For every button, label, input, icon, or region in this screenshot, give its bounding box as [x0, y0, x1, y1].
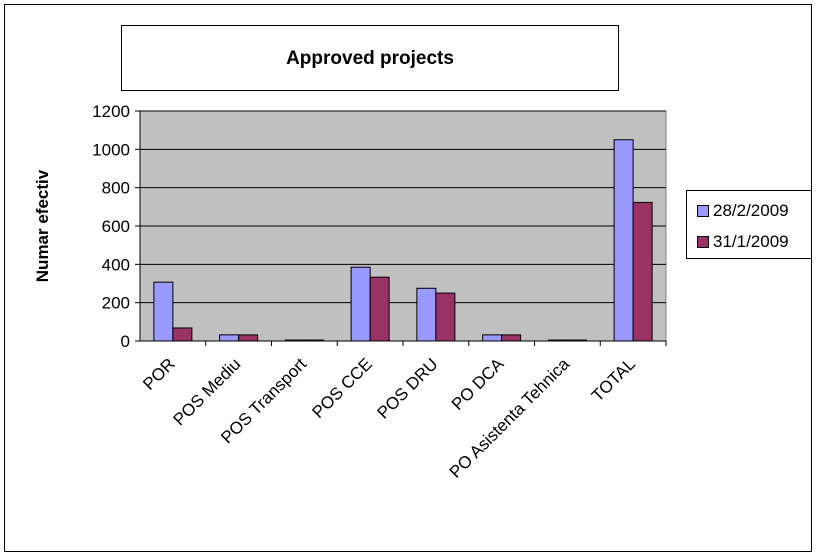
y-tick-label: 400 [102, 255, 130, 274]
bar-series-2 [303, 339, 324, 342]
x-tick-label: POS CCE [308, 354, 376, 422]
bar-series-2 [435, 292, 456, 342]
x-tick-label: PO DCA [448, 354, 508, 414]
chart-title: Approved projects [286, 48, 454, 69]
y-tick-label: 0 [121, 332, 130, 351]
bar-series-2 [501, 334, 522, 342]
legend-item-series-2: 31/1/2009 [697, 231, 789, 253]
legend-item-series-1: 28/2/2009 [697, 200, 789, 222]
y-axis-label: Numar efectiv [33, 169, 52, 282]
bar-series-1 [284, 339, 305, 342]
bar-series-2 [369, 276, 390, 342]
legend-swatch-series-2 [697, 236, 709, 248]
legend-swatch-series-1 [697, 205, 709, 217]
bar-series-2 [172, 327, 193, 342]
chart-title-box: Approved projects [121, 25, 619, 91]
legend-label-series-1: 28/2/2009 [713, 201, 789, 220]
bar-series-1 [350, 266, 371, 342]
y-tick-label: 1000 [92, 140, 130, 159]
bar-series-1 [219, 334, 240, 342]
bar-series-1 [547, 339, 568, 342]
bar-series-2 [632, 201, 653, 342]
bar-series-1 [416, 287, 437, 342]
x-tick-label: TOTAL [588, 354, 639, 405]
bar-series-2 [238, 334, 259, 342]
y-tick-label: 600 [102, 217, 130, 236]
y-tick-label: 200 [102, 294, 130, 313]
x-tick-label: POR [139, 354, 178, 393]
legend: 28/2/2009 31/1/2009 [686, 190, 812, 259]
x-tick-label: PO Asistenta Tehnica [446, 354, 574, 482]
legend-label-series-2: 31/1/2009 [713, 232, 789, 251]
x-tick-label: POS DRU [373, 354, 441, 422]
bar-series-2 [566, 339, 587, 342]
y-tick-label: 800 [102, 179, 130, 198]
y-tick-label: 1200 [92, 102, 130, 121]
bar-series-1 [613, 139, 634, 342]
bar-series-1 [482, 334, 503, 342]
bar-series-1 [153, 281, 174, 342]
